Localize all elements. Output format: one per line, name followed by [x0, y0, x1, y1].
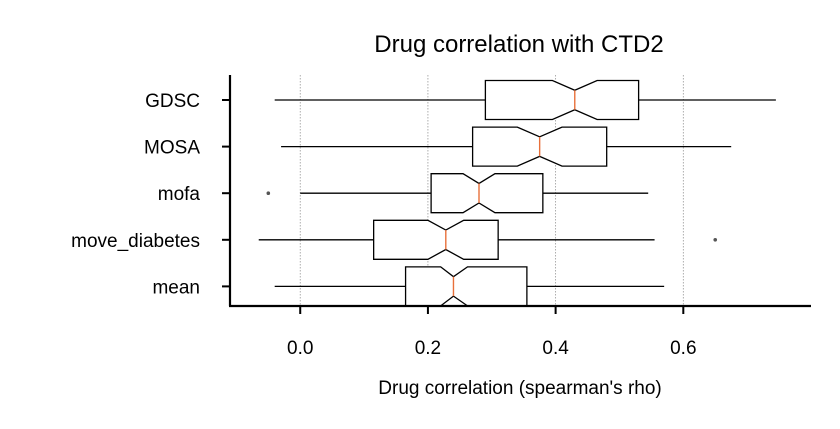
outlier-point [713, 238, 718, 242]
notched-box [373, 219, 499, 260]
y-tick-label: mofa [158, 184, 201, 205]
x-ticks: 0.0 0.2 0.4 0.6 [287, 306, 697, 359]
notched-box [430, 173, 544, 214]
x-axis-label: Drug correlation (spearman's rho) [378, 378, 661, 399]
y-tick-label: move_diabetes [71, 231, 200, 252]
outlier-point [266, 191, 271, 195]
x-tick-label: 0.0 [287, 338, 313, 359]
x-tick-label: 0.4 [542, 338, 569, 359]
box-plots [258, 79, 776, 307]
x-tick-label: 0.2 [415, 338, 441, 359]
x-tick-label: 0.6 [670, 338, 696, 359]
notched-box [404, 266, 528, 307]
y-tick-label: MOSA [144, 138, 200, 159]
y-tick-label: mean [152, 277, 200, 298]
notched-box [484, 79, 640, 121]
chart-title: Drug correlation with CTD2 [374, 31, 663, 58]
y-tick-label: GDSC [145, 91, 200, 112]
